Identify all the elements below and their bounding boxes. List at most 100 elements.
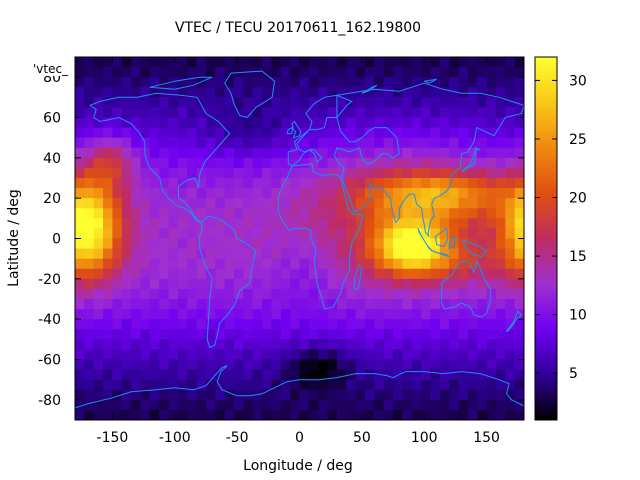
heatmap-cell: [262, 167, 273, 179]
heatmap-cell: [131, 167, 142, 179]
heatmap-cell: [374, 97, 385, 109]
heatmap-cell: [159, 137, 170, 149]
heatmap-cell: [411, 208, 422, 219]
heatmap-cell: [458, 248, 469, 260]
heatmap-cell: [280, 278, 291, 290]
heatmap-cell: [449, 379, 460, 391]
heatmap-cell: [458, 339, 469, 351]
heatmap-cell: [318, 127, 329, 139]
heatmap-cell: [196, 127, 207, 139]
heatmap-cell: [140, 157, 151, 169]
heatmap-cell: [121, 409, 132, 420]
heatmap-cell: [374, 127, 385, 139]
heatmap-cell: [393, 127, 403, 139]
heatmap-cell: [168, 198, 179, 209]
heatmap-cell: [402, 117, 413, 129]
heatmap-cell: [449, 288, 460, 300]
heatmap-cell: [355, 319, 366, 330]
heatmap-cell: [355, 339, 366, 351]
heatmap-cell: [402, 188, 413, 199]
heatmap-cell: [140, 409, 151, 420]
heatmap-cell: [364, 258, 375, 270]
heatmap-cell: [205, 339, 216, 351]
heatmap-cell: [411, 218, 422, 230]
heatmap-cell: [299, 339, 310, 351]
heatmap-cell: [168, 339, 179, 351]
heatmap-cell: [121, 319, 132, 330]
heatmap-cell: [75, 87, 85, 98]
heatmap-cell: [439, 178, 450, 189]
heatmap-cell: [196, 409, 207, 420]
heatmap-cell: [103, 127, 114, 139]
heatmap-cell: [84, 67, 95, 78]
heatmap-cell: [458, 167, 469, 179]
heatmap-cell: [84, 208, 95, 219]
heatmap-cell: [75, 157, 85, 169]
heatmap-cell: [103, 309, 114, 320]
heatmap-cell: [93, 208, 104, 219]
heatmap-cell: [205, 57, 216, 68]
heatmap-cell: [346, 389, 357, 401]
heatmap-cell: [393, 379, 403, 391]
heatmap-cell: [271, 67, 282, 78]
heatmap-cell: [121, 349, 132, 361]
heatmap-cell: [299, 228, 310, 240]
heatmap-cell: [168, 67, 179, 78]
heatmap-cell: [149, 178, 160, 189]
heatmap-cell: [458, 67, 469, 78]
heatmap-cell: [318, 349, 329, 361]
heatmap-cell: [430, 218, 441, 230]
heatmap-cell: [187, 57, 198, 68]
heatmap-cell: [131, 389, 142, 401]
heatmap-cell: [505, 319, 516, 330]
x-tick-label: -100: [159, 430, 191, 446]
heatmap-cell: [215, 57, 226, 68]
heatmap-cell: [75, 278, 85, 290]
heatmap-cell: [393, 278, 403, 290]
heatmap-cell: [318, 238, 329, 250]
heatmap-cell: [234, 399, 244, 411]
heatmap-cell: [383, 399, 394, 411]
heatmap-cell: [121, 238, 132, 250]
heatmap-cell: [355, 117, 366, 129]
heatmap-cell: [196, 147, 207, 159]
heatmap-cell: [486, 97, 497, 109]
heatmap-cell: [168, 137, 179, 149]
heatmap-cell: [411, 167, 422, 179]
heatmap-cell: [439, 309, 450, 320]
heatmap-cell: [93, 268, 104, 280]
heatmap-cell: [187, 409, 198, 420]
heatmap-cell: [346, 57, 357, 68]
heatmap-cell: [280, 157, 291, 169]
heatmap-cell: [112, 77, 123, 88]
heatmap-cell: [336, 248, 347, 260]
heatmap-cell: [196, 77, 207, 88]
heatmap-cell: [84, 278, 95, 290]
heatmap-cell: [467, 278, 478, 290]
heatmap-cell: [234, 258, 244, 270]
heatmap-cell: [299, 349, 310, 361]
heatmap-cell: [374, 299, 385, 310]
heatmap-cell: [290, 238, 301, 250]
heatmap-cell: [93, 218, 104, 230]
heatmap-cell: [84, 299, 95, 310]
heatmap-cell: [252, 319, 263, 330]
heatmap-cell: [280, 409, 291, 420]
heatmap-cell: [327, 167, 338, 179]
heatmap-cell: [187, 67, 198, 78]
heatmap-cell: [280, 299, 291, 310]
heatmap-cell: [215, 218, 226, 230]
heatmap-cell: [159, 117, 170, 129]
heatmap-cell: [495, 238, 506, 250]
heatmap-cell: [252, 389, 263, 401]
heatmap-cell: [411, 238, 422, 250]
heatmap-cell: [280, 258, 291, 270]
heatmap-cell: [121, 248, 132, 260]
heatmap-cell: [430, 329, 441, 340]
heatmap-cell: [103, 107, 114, 119]
heatmap-cell: [505, 208, 516, 219]
heatmap-cell: [215, 359, 226, 371]
heatmap-cell: [439, 157, 450, 169]
heatmap-cell: [121, 97, 132, 109]
heatmap-cell: [514, 67, 524, 78]
